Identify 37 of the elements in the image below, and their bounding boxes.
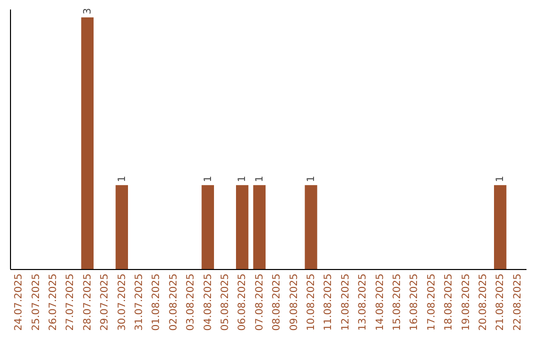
x-tick-label: 30.07.2025	[116, 274, 128, 331]
x-tick-label: 02.08.2025	[168, 274, 180, 331]
x-tick-label: 31.07.2025	[134, 274, 145, 331]
data-label: 1	[116, 176, 128, 182]
x-tick-label: 12.08.2025	[340, 274, 352, 331]
x-tick-label: 18.08.2025	[444, 274, 455, 331]
data-label: 1	[202, 176, 214, 182]
x-tick-label: 24.07.2025	[14, 274, 25, 331]
x-tick-label: 04.08.2025	[202, 274, 214, 331]
x-tick-label: 14.08.2025	[374, 274, 386, 331]
x-tick-label: 10.08.2025	[306, 274, 317, 331]
x-tick-label: 11.08.2025	[323, 274, 334, 331]
x-tick-label: 08.08.2025	[272, 274, 283, 331]
data-label: 3	[82, 8, 94, 14]
x-tick-label: 15.08.2025	[392, 274, 403, 331]
x-tick-label: 09.08.2025	[288, 274, 300, 331]
x-tick-label: 13.08.2025	[358, 274, 369, 331]
x-tick-label: 05.08.2025	[220, 274, 231, 331]
x-tick-label: 29.07.2025	[100, 274, 111, 331]
x-tick-label: 01.08.2025	[151, 274, 162, 331]
x-tick-label: 21.08.2025	[495, 274, 506, 331]
data-label: 1	[495, 176, 506, 182]
x-tick-label: 06.08.2025	[237, 274, 248, 331]
x-tick-label: 03.08.2025	[186, 274, 197, 331]
data-label: 1	[306, 176, 317, 182]
data-label: 1	[254, 176, 266, 182]
x-tick-label: 25.07.2025	[30, 274, 42, 331]
x-tick-label: 17.08.2025	[426, 274, 438, 331]
x-tick-label: 28.07.2025	[82, 274, 94, 331]
x-tick-label: 27.07.2025	[65, 274, 76, 331]
x-tick-label: 22.08.2025	[512, 274, 524, 331]
data-label: 1	[237, 176, 248, 182]
x-tick-label: 19.08.2025	[460, 274, 472, 331]
x-tick-label: 16.08.2025	[409, 274, 420, 331]
x-tick-label: 26.07.2025	[48, 274, 59, 331]
x-tick-label: 07.08.2025	[254, 274, 266, 331]
x-tick-label: 20.08.2025	[478, 274, 489, 331]
